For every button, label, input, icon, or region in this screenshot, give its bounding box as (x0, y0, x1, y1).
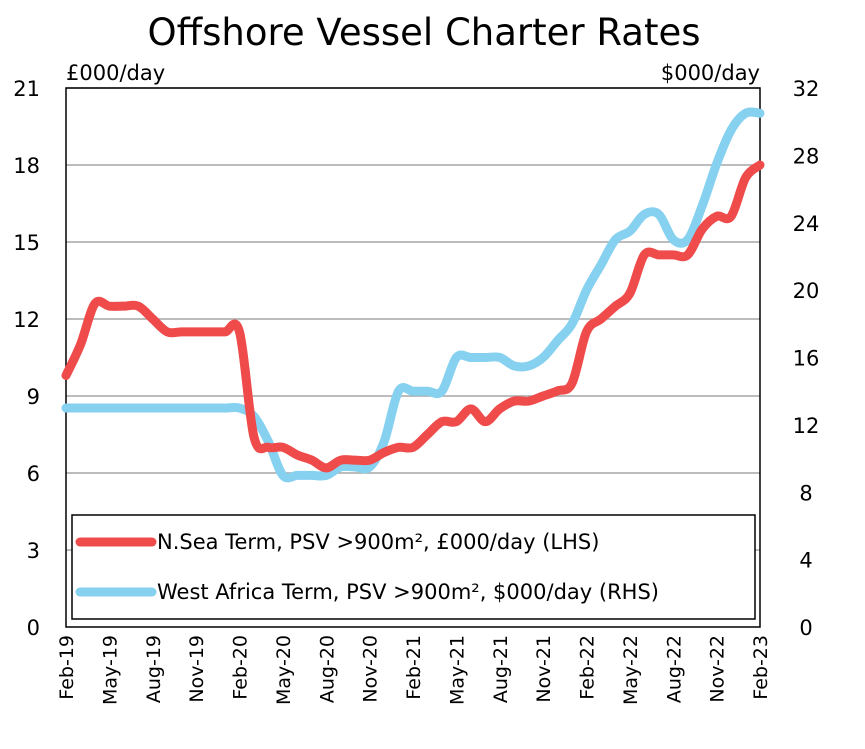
legend: N.Sea Term, PSV >900m², £000/day (LHS) W… (71, 514, 756, 620)
left-axis-tick-label: 12 (13, 308, 40, 332)
x-axis-tick-label: Feb-22 (577, 635, 599, 700)
series-line-nsea (61, 160, 765, 473)
x-axis-tick-label: May-19 (99, 635, 121, 705)
right-axis: 0 4 8 12 16 20 24 28 32 (793, 77, 820, 640)
left-axis-tick-label: 9 (27, 385, 40, 409)
left-axis-tick-label: 15 (13, 231, 40, 255)
legend-box (71, 514, 756, 620)
right-axis-unit-label: $000/day (661, 61, 760, 85)
x-axis-tick-label: Nov-22 (707, 635, 729, 703)
left-axis-tick-label: 6 (27, 462, 40, 486)
right-axis-tick-label: 16 (793, 347, 820, 371)
x-axis-tick-label: Feb-20 (230, 635, 252, 700)
series-layer (61, 107, 765, 483)
left-axis-tick-label: 3 (27, 539, 40, 563)
x-axis-tick-label: May-20 (273, 635, 295, 705)
left-axis: 0 3 6 9 12 15 18 21 (13, 77, 40, 640)
right-axis-tick-label: 20 (793, 279, 820, 303)
left-axis-unit-label: £000/day (66, 61, 165, 85)
x-axis-tick-label: May-22 (620, 635, 642, 705)
x-axis-tick-label: Feb-19 (56, 635, 78, 700)
x-axis-tick-label: May-21 (446, 635, 468, 705)
chart-title: Offshore Vessel Charter Rates (148, 11, 701, 54)
x-axis-tick-label: Nov-20 (360, 635, 382, 703)
right-axis-tick-label: 12 (793, 414, 820, 438)
plot-area (65, 87, 761, 628)
x-axis: Feb-19 May-19 Aug-19 Nov-19 Feb-20 May-20 Aug-… (56, 635, 772, 705)
right-axis-tick-label: 28 (793, 144, 820, 168)
x-axis-tick-label: Aug-19 (143, 635, 165, 703)
gridlines (66, 87, 760, 551)
x-axis-tick-label: Aug-22 (663, 635, 685, 703)
left-axis-tick-label: 18 (13, 154, 40, 178)
legend-label-west-africa: West Africa Term, PSV >900m², $000/day (… (157, 580, 659, 604)
x-axis-tick-label: Aug-20 (316, 635, 338, 703)
left-axis-tick-label: 21 (13, 77, 40, 101)
x-axis-tick-label: Feb-21 (403, 635, 425, 700)
x-axis-tick-label: Aug-21 (490, 635, 512, 703)
right-axis-tick-label: 8 (799, 481, 812, 505)
left-axis-tick-label: 0 (27, 616, 40, 640)
right-axis-tick-label: 4 (799, 549, 812, 573)
series-line-west-africa (61, 107, 765, 483)
x-axis-tick-label: Nov-21 (533, 635, 555, 703)
x-axis-tick-label: Nov-19 (186, 635, 208, 703)
right-axis-tick-label: 32 (793, 77, 820, 101)
x-axis-tick-label: Feb-23 (750, 635, 772, 700)
right-axis-tick-label: 24 (793, 212, 820, 236)
legend-label-nsea: N.Sea Term, PSV >900m², £000/day (LHS) (157, 530, 599, 554)
right-axis-tick-label: 0 (799, 616, 812, 640)
